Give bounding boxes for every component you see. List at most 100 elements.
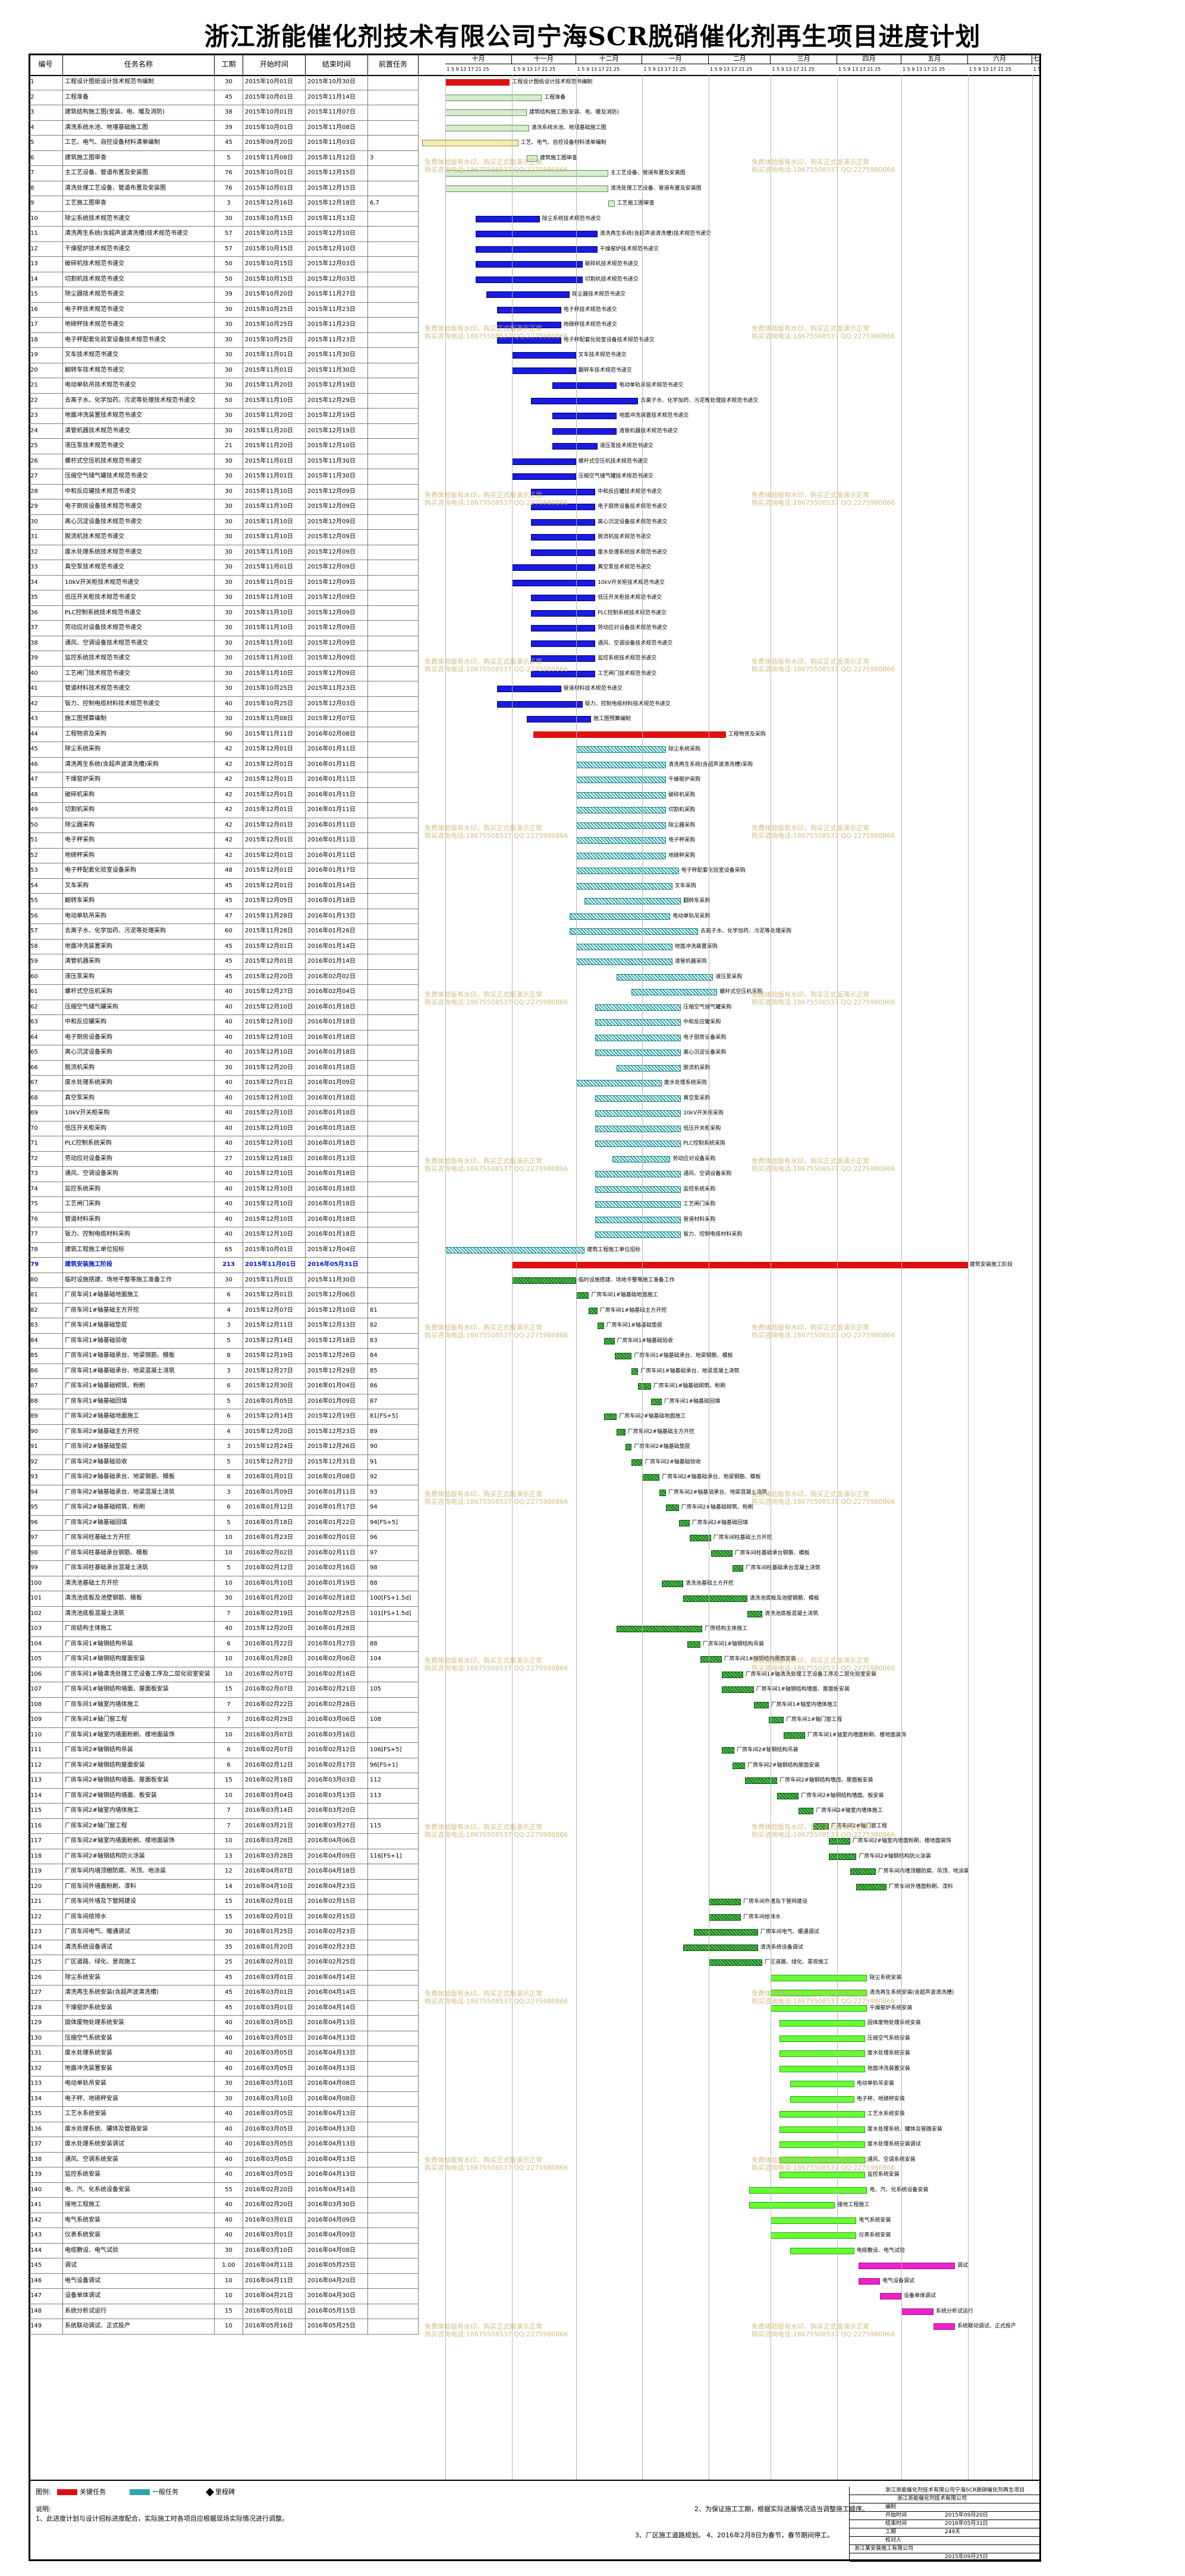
- gantt-bar-label: 调试: [957, 2263, 969, 2269]
- gantt-bar: [779, 2035, 865, 2042]
- gantt-bar-label: 工艺施工图审查: [617, 200, 655, 206]
- task-name: 清洗再生系统(含超声波清洗槽)技术规范书递交: [63, 227, 215, 241]
- gantt-bar: [595, 1050, 681, 1056]
- gantt-bar-label: 建筑结构施工图(安装、电、暖及消防): [529, 109, 620, 115]
- table-row: 1 工程设计图纸设计技术规范书编制 30 2015年10月01日 2015年10月30日: [29, 75, 419, 90]
- task-end: 2016年04月14日: [306, 1986, 368, 2000]
- task-number: 15: [29, 287, 63, 302]
- table-row: 123 厂房车间电气、暖通调试 30 2016年01月25日 2016年02月23日: [29, 1925, 419, 1940]
- task-predecessor: [368, 378, 419, 393]
- task-end: 2016年02月17日: [306, 1758, 368, 1773]
- table-row: 117 厂房车间2#轴室内墙面粉刷、楼地面装饰 10 2016年03月28日 2016年…: [29, 1834, 419, 1849]
- task-number: 82: [29, 1303, 63, 1318]
- gantt-bar: [732, 1762, 746, 1769]
- task-start: 2016年02月19日: [243, 1606, 306, 1621]
- task-name: 工艺水系统安装: [63, 2107, 215, 2122]
- task-name: 脱流机采购: [63, 1060, 215, 1075]
- task-name: 厂房车间2#轴基础承台、地梁钢筋、模板: [63, 1470, 215, 1485]
- gantt-bar: [531, 519, 596, 526]
- task-start: 2015年10月01日: [243, 181, 306, 196]
- task-end: 2016年03月06日: [306, 1713, 368, 1727]
- gantt-bar: [576, 1292, 589, 1299]
- task-number: 91: [29, 1440, 63, 1455]
- task-name: 厂房车间2#轴室内墙面粉刷、楼地面装饰: [63, 1834, 215, 1849]
- table-row: 9 工艺施工图审查 3 2015年12月16日 2015年12月18日 6,7: [29, 196, 419, 212]
- task-duration: 10: [215, 1788, 243, 1803]
- table-row: 130 压缩空气系统安装 40 2016年03月05日 2016年04月13日: [29, 2031, 419, 2046]
- task-start: 2016年03月10日: [243, 2076, 306, 2091]
- task-number: 109: [29, 1713, 63, 1727]
- table-row: 77 钣力、控制电缆材料采购 40 2015年12月10日 2016年01月18日: [29, 1227, 419, 1243]
- gantt-bar-label: 通风、空调设备采购: [683, 1171, 732, 1177]
- task-start: 2015年11月10日: [243, 636, 306, 651]
- task-end: 2016年02月28日: [306, 1697, 368, 1712]
- task-number: 51: [29, 833, 63, 848]
- task-name: 厂房车间1#轴清洗处理工艺设备工序及二层化验室安装: [63, 1667, 215, 1682]
- gantt-bar: [552, 428, 617, 435]
- gantt-bar-label: 厂房车间1#轴室内墙面粉刷、楼地面装饰: [807, 1732, 907, 1738]
- task-start: 2015年11月10日: [243, 605, 306, 620]
- gantt-bar: [595, 1125, 681, 1132]
- task-duration: 40: [215, 1212, 243, 1227]
- task-predecessor: [368, 1076, 419, 1091]
- task-duration: 7: [215, 1818, 243, 1833]
- gantt-bar: [531, 397, 639, 404]
- task-predecessor: [368, 894, 419, 909]
- gantt-bar-label: 工艺水系统安装: [867, 2111, 905, 2117]
- table-row: 83 厂房车间1#轴基础垫层 3 2015年12月11日 2015年12月13日 82: [29, 1318, 419, 1334]
- task-number: 35: [29, 590, 63, 605]
- task-end: 2016年01月11日: [306, 1485, 368, 1500]
- tb-date: 2015年09月25日: [945, 2554, 988, 2560]
- gantt-bar-label: 真空泵技术规范书递交: [598, 564, 652, 570]
- task-predecessor: [368, 530, 419, 545]
- task-duration: 6: [215, 1379, 243, 1394]
- gantt-bar-label: 厂房车间2#轴基础回填: [691, 1519, 748, 1526]
- task-name: 厂房车间1#轴室内墙面粉刷、楼地面装饰: [63, 1727, 215, 1742]
- gantt-bar: [749, 2187, 867, 2194]
- tb-start-value: 2015年09月20日: [945, 2512, 988, 2518]
- task-number: 124: [29, 1940, 63, 1955]
- gantt-bar-label: 电气设备调试: [882, 2277, 915, 2284]
- gantt-bar-label: 压缩空气系统安装: [867, 2035, 910, 2041]
- table-row: 67 废水处理系统采购 40 2015年12月01日 2016年01月09日: [29, 1076, 419, 1091]
- table-row: 26 螺杆式空压机技术规范书递交 30 2015年11月01日 2015年11月30日: [29, 454, 419, 469]
- task-duration: 57: [215, 227, 243, 241]
- task-predecessor: [368, 1045, 419, 1060]
- task-end: 2016年02月23日: [306, 1940, 368, 1955]
- month-gridline: [837, 75, 838, 2480]
- table-row: 88 厂房车间1#轴基础回填 5 2016年01月05日 2016年01月09日 87: [29, 1394, 419, 1409]
- task-name: 电动单轨吊安装: [63, 2076, 215, 2091]
- task-duration: 4: [215, 1424, 243, 1439]
- task-end: 2016年04月20日: [306, 2273, 368, 2288]
- task-start: 2016年02月18日: [243, 1773, 306, 1788]
- task-start: 2016年03月04日: [243, 1788, 306, 1803]
- gantt-bar: [753, 1701, 769, 1708]
- table-row: 13 破碎机技术规范书递交 50 2015年10月15日 2015年12月03日: [29, 257, 419, 272]
- table-row: 63 中和反应罐采购 40 2015年12月10日 2016年01月18日: [29, 1015, 419, 1031]
- task-start: 2016年02月01日: [243, 1895, 306, 1909]
- task-start: 2016年03月05日: [243, 2137, 306, 2152]
- task-predecessor: [368, 575, 419, 590]
- table-row: 86 厂房车间1#轴基础承台、地梁混凝土浇筑 3 2015年12月27日 2015年12…: [29, 1364, 419, 1379]
- task-end: 2016年02月06日: [306, 1652, 368, 1667]
- task-predecessor: [368, 1925, 419, 1940]
- task-predecessor: [368, 2122, 419, 2137]
- task-name: 螺杆式空压机采购: [63, 985, 215, 1000]
- task-duration: 42: [215, 772, 243, 787]
- task-end: 2015年11月08日: [306, 120, 368, 135]
- task-end: 2015年12月13日: [306, 1318, 368, 1333]
- gantt-bar-label: 厂房车间柱基础承台混凝土浇筑: [745, 1565, 821, 1571]
- task-predecessor: [368, 878, 419, 893]
- gantt-bar: [595, 1232, 681, 1238]
- task-name: 厂房车间电气、暖通调试: [63, 1925, 215, 1940]
- gantt-bar: [576, 837, 666, 844]
- task-start: 2015年12月10日: [243, 1197, 306, 1212]
- gantt-bar: [683, 1944, 758, 1951]
- gantt-bar-label: 厂区道路、绿化、景观施工: [765, 1959, 829, 1965]
- task-predecessor: [368, 1030, 419, 1045]
- table-row: 147 设备单体调试 10 2016年04月21日 2016年04月30日: [29, 2289, 419, 2304]
- task-name: 厂房车间2#轴基础承台、地梁混凝土浇筑: [63, 1485, 215, 1500]
- task-number: 130: [29, 2031, 63, 2046]
- gantt-bar-label: 破碎机采购: [668, 791, 696, 798]
- task-start: 2015年12月10日: [243, 1091, 306, 1105]
